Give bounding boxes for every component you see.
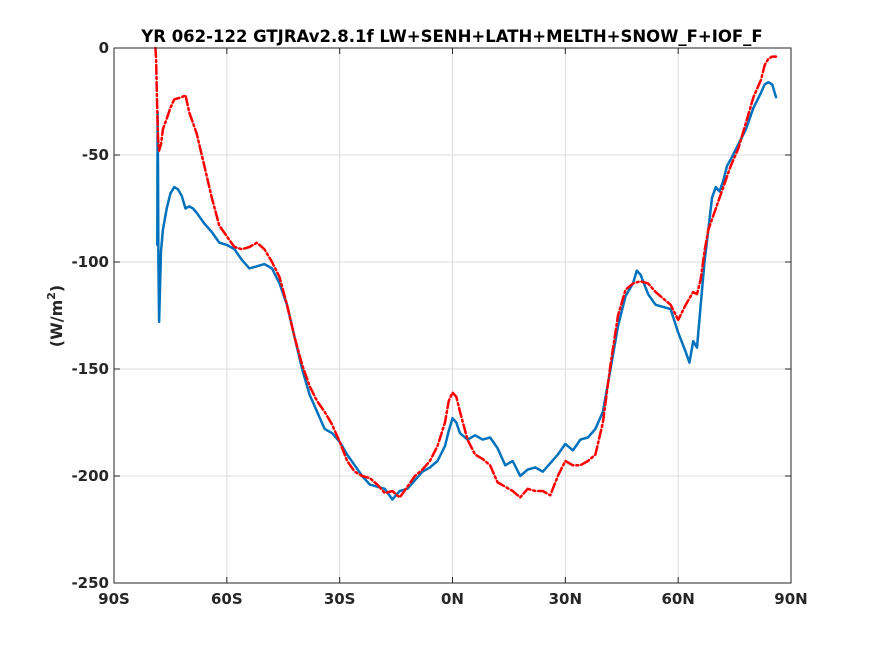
axis-ticks: 90S 60S 30S 0N 30N 60N 90N 0 -50 -100 -150 -200 -250	[71, 39, 807, 608]
grid-lines	[114, 48, 791, 583]
y-tick-label: -100	[71, 253, 109, 271]
x-tick-label: 30N	[549, 590, 582, 608]
y-axis-label-base: (W/m	[47, 300, 66, 347]
y-tick-label: -200	[71, 467, 109, 485]
y-axis-label-end: )	[47, 285, 66, 292]
x-tick-label: 60S	[211, 590, 243, 608]
y-tick-label: -250	[71, 574, 109, 592]
x-tick-label: 60N	[661, 590, 694, 608]
y-axis-label: (W/m2)	[45, 285, 66, 347]
x-tick-label: 90S	[98, 590, 130, 608]
y-tick-label: 0	[99, 39, 109, 57]
series-line-2	[154, 46, 778, 499]
data-series	[154, 46, 778, 501]
x-tick-label: 0N	[441, 590, 464, 608]
series-line-1	[156, 80, 778, 501]
x-tick-label: 30S	[324, 590, 356, 608]
y-tick-label: -50	[82, 146, 109, 164]
y-axis-label-superscript: 2	[45, 292, 58, 300]
chart-title: YR 062-122 GTJRAv2.8.1f LW+SENH+LATH+MEL…	[140, 27, 762, 46]
x-tick-label: 90N	[774, 590, 807, 608]
y-tick-label: -150	[71, 360, 109, 378]
